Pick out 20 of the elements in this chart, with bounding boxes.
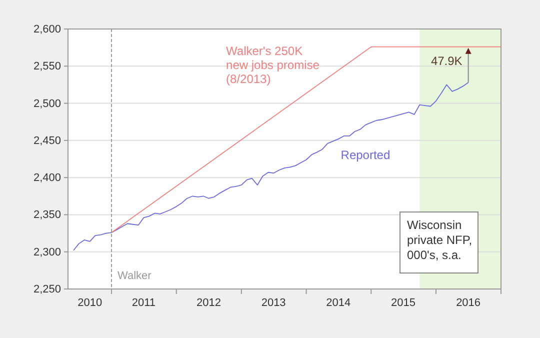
x-tick-label: 2012 — [196, 297, 221, 309]
y-tick-label: 2,350 — [33, 209, 61, 222]
series-label: Reported — [340, 148, 390, 162]
x-tick-label: 2014 — [326, 297, 351, 309]
y-tick-label: 2,250 — [33, 284, 61, 296]
y-tick-label: 2,500 — [33, 98, 61, 110]
x-tick-label: 2016 — [456, 297, 481, 309]
y-tick-label: 2,550 — [33, 60, 61, 73]
y-tick-label: 2,600 — [33, 24, 61, 36]
series-label: Walker's 250K new jobs promise (8/2013) — [226, 44, 320, 86]
ref-line-label: Walker — [118, 270, 152, 282]
annotation: Wisconsin private NFP, 000's, s.a. — [407, 218, 472, 262]
x-tick-label: 2010 — [78, 297, 102, 309]
annotation: 47.9K — [430, 54, 462, 68]
x-tick-label: 2015 — [391, 297, 416, 309]
y-tick-label: 2,450 — [33, 134, 61, 147]
x-tick-label: 2013 — [261, 297, 286, 309]
y-tick-label: 2,300 — [33, 246, 61, 258]
x-tick-label: 2011 — [132, 297, 156, 309]
y-tick-label: 2,400 — [33, 172, 61, 184]
